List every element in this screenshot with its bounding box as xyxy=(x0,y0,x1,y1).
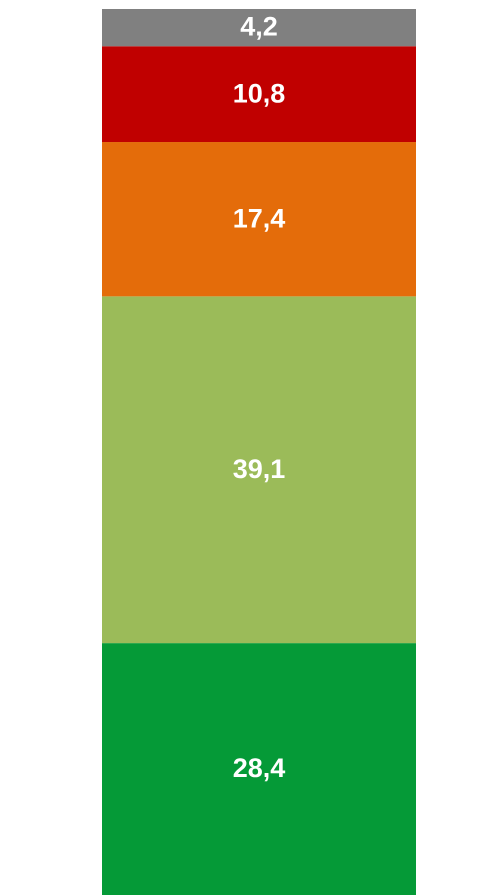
data-label: 39,1 xyxy=(233,454,286,484)
bar-segment xyxy=(102,142,416,297)
data-label: 4,2 xyxy=(240,12,278,42)
data-label: 28,4 xyxy=(233,753,286,783)
bar-segment xyxy=(102,643,416,895)
data-label: 10,8 xyxy=(233,78,286,108)
bar-segment xyxy=(102,9,416,47)
bar-segment xyxy=(102,296,416,644)
data-label: 17,4 xyxy=(233,203,286,233)
bar-segment xyxy=(102,46,416,143)
